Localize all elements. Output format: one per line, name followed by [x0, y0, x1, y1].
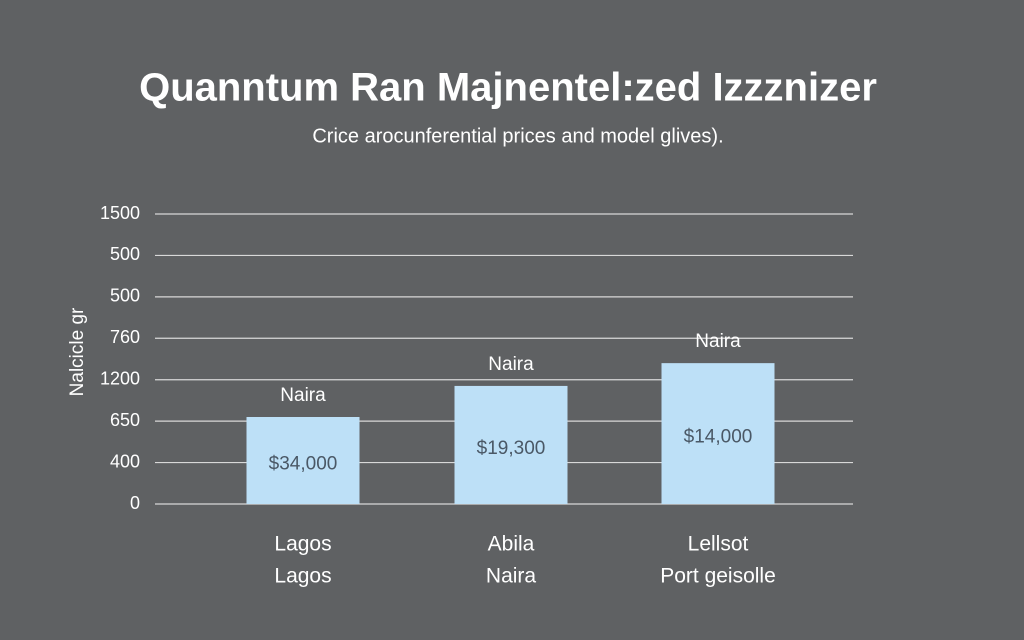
x-tick-label: Abila	[488, 533, 535, 556]
bar-top-label: Naira	[280, 385, 326, 406]
chart-title: Quanntum Ran Majnentel:zed Izzznizer	[139, 66, 877, 110]
x-subcategory-label: Port geisolle	[660, 565, 776, 588]
y-tick-label: 500	[110, 244, 140, 264]
x-subcategory-label: Naira	[486, 565, 537, 588]
bar-top-label: Naira	[488, 354, 534, 375]
y-tick-label: 500	[110, 286, 140, 306]
bar-top-label: Naira	[695, 331, 741, 352]
x-subcategory-label: Lagos	[274, 565, 331, 588]
y-axis-label: Nalcicle gr	[67, 307, 88, 396]
bar-inner-label: $19,300	[477, 438, 546, 459]
y-tick-label: 760	[110, 327, 140, 347]
y-tick-label: 400	[110, 451, 140, 471]
y-tick-label: 0	[130, 493, 140, 513]
bar-inner-label: $14,000	[684, 427, 753, 448]
bar	[454, 385, 568, 504]
x-tick-label: Lagos	[274, 533, 331, 556]
y-tick-label: 650	[110, 410, 140, 430]
bar	[661, 363, 775, 504]
bar-inner-label: $34,000	[269, 454, 338, 475]
bar	[246, 417, 360, 504]
x-tick-label: Lellsot	[688, 533, 749, 556]
y-tick-label: 1500	[100, 203, 140, 223]
y-tick-label: 1200	[100, 368, 140, 388]
chart-subtitle: Crice arocunferential prices and model g…	[312, 125, 723, 147]
